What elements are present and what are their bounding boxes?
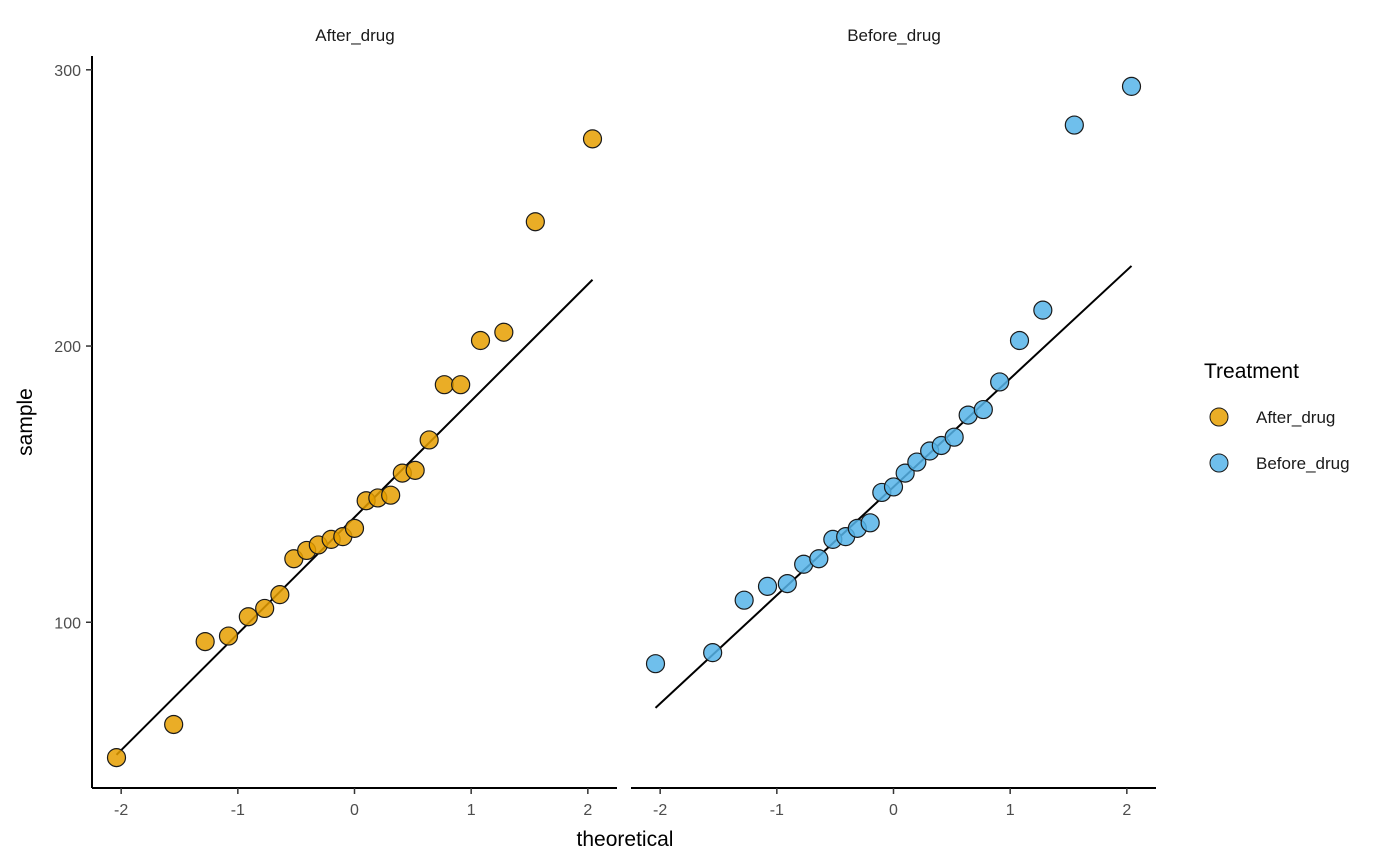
x-tick-label: 1 (1006, 802, 1015, 819)
data-point (883, 477, 904, 497)
data-point (451, 375, 471, 395)
data-point (777, 573, 797, 594)
x-axis-title: theoretical (577, 828, 674, 851)
data-point (255, 598, 275, 619)
data-point (809, 549, 829, 569)
data-point (434, 375, 454, 395)
data-point (582, 129, 603, 149)
x-tick-label: -2 (653, 802, 667, 819)
x-tick-label: 2 (1122, 802, 1131, 819)
x-tick-label: -1 (231, 802, 245, 819)
legend-label-after-drug: After_drug (1256, 408, 1335, 427)
y-tick-label: 100 (54, 615, 81, 632)
data-point (195, 631, 215, 652)
qq-reference-line (115, 279, 594, 756)
strip-label-before-drug: Before_drug (847, 26, 941, 45)
x-tick-label: -1 (770, 802, 784, 819)
data-point (1033, 300, 1053, 320)
data-point (703, 643, 723, 663)
data-point (757, 576, 778, 596)
x-tick-label: 0 (350, 802, 359, 819)
panel-after-drug: -2 -1 0 1 2 (92, 129, 617, 819)
data-point (238, 607, 258, 627)
legend-key-after-drug (1209, 407, 1229, 427)
data-point (419, 430, 439, 450)
data-point (1009, 330, 1030, 351)
data-point (907, 452, 927, 472)
x-tick-label: 2 (583, 802, 592, 819)
data-point (990, 372, 1010, 392)
data-point (494, 322, 514, 342)
data-point (1121, 76, 1142, 96)
panel-before-drug: -2 -1 0 1 2 (631, 76, 1156, 819)
data-point (1064, 115, 1084, 135)
y-tick-label: 300 (54, 63, 81, 80)
x-tick-label: 0 (889, 802, 898, 819)
data-point (525, 212, 545, 232)
data-point (405, 460, 425, 480)
y-axis: 100 200 300 (54, 56, 93, 788)
data-point (106, 748, 127, 768)
data-point (164, 714, 184, 735)
x-tick-label: 1 (467, 802, 476, 819)
y-tick-label: 200 (54, 339, 81, 356)
data-point (470, 330, 491, 351)
data-point (218, 626, 239, 646)
data-point (270, 585, 290, 605)
data-point (944, 427, 964, 447)
data-point (344, 518, 365, 538)
strip-label-after-drug: After_drug (315, 26, 394, 45)
x-tick-label: -2 (114, 802, 128, 819)
data-point (381, 485, 401, 505)
data-point (860, 513, 880, 533)
data-point (973, 399, 993, 420)
y-axis-title: sample (14, 388, 37, 456)
data-point (734, 590, 754, 610)
legend-key-before-drug (1209, 453, 1229, 473)
legend-label-before-drug: Before_drug (1256, 454, 1350, 473)
data-point (895, 463, 915, 483)
data-point (645, 654, 666, 674)
legend-title: Treatment (1204, 360, 1299, 383)
legend: Treatment After_drug Before_drug (1204, 360, 1350, 473)
